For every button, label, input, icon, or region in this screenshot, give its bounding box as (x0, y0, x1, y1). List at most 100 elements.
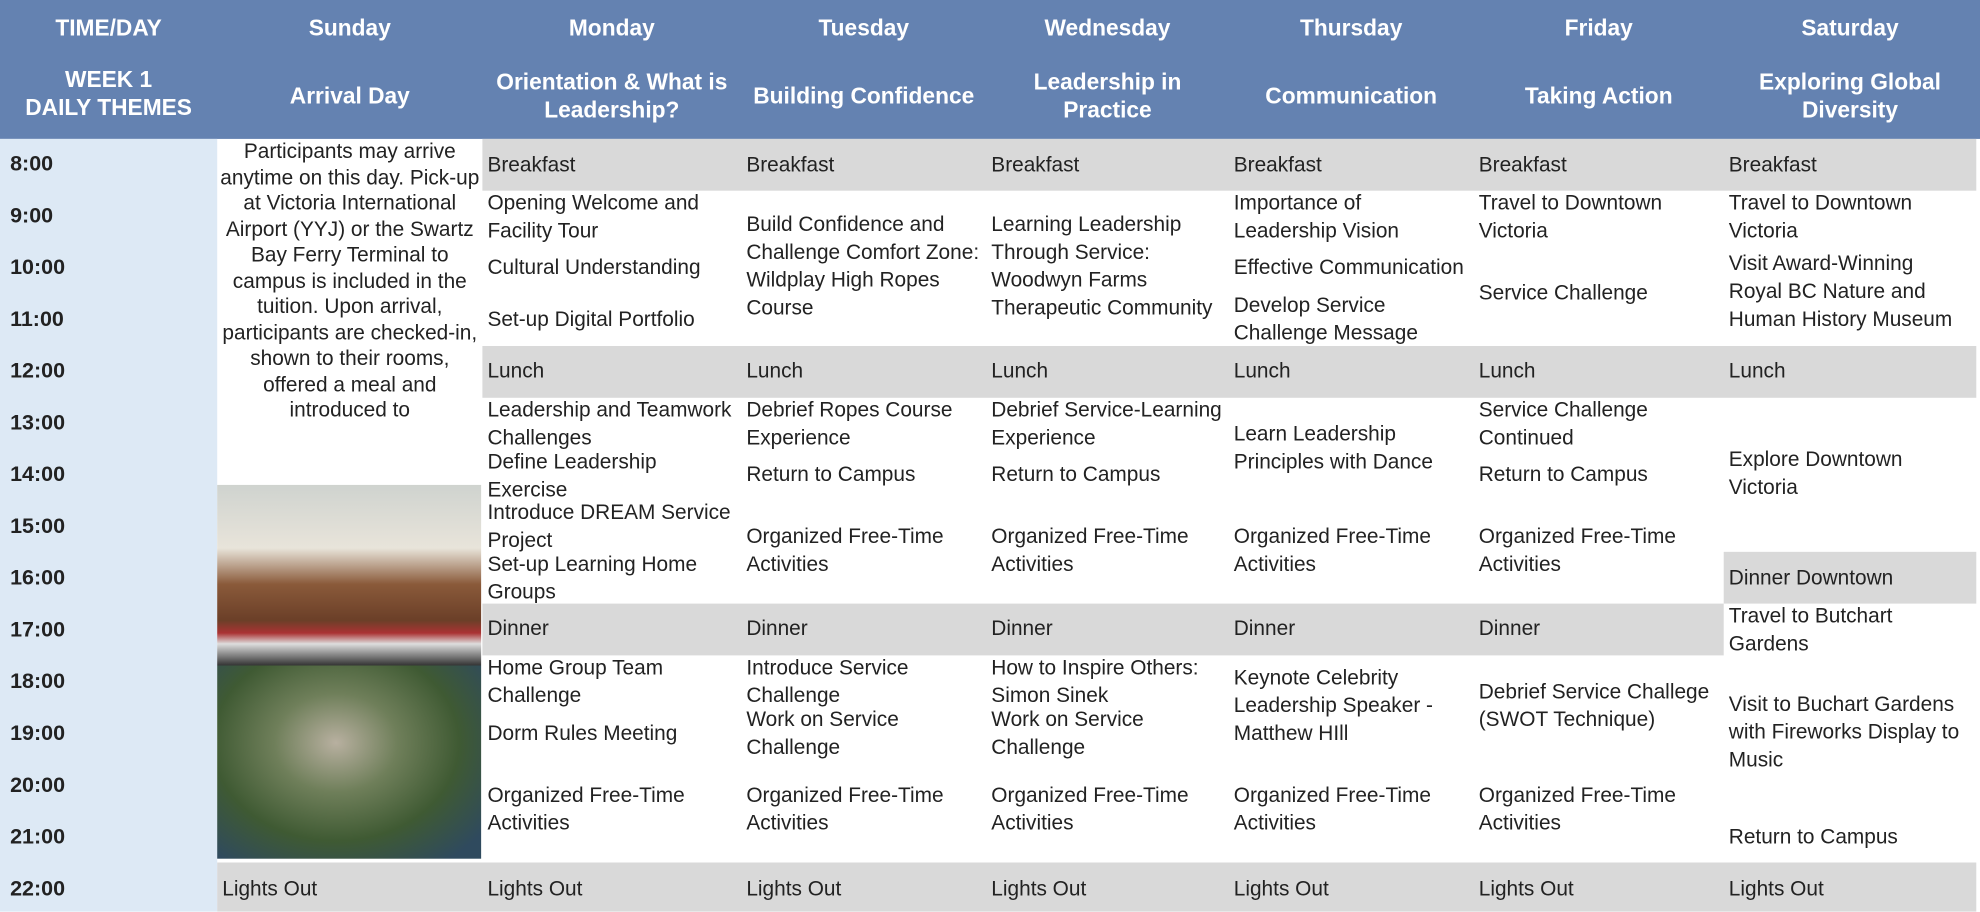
time-label: 19:00 (10, 721, 66, 746)
time-label: 9:00 (10, 203, 54, 228)
activity: Return to Campus (1478, 463, 1648, 487)
activity: Return to Campus (991, 463, 1161, 487)
campus-aerial-photo (217, 665, 482, 859)
time-label: 20:00 (10, 772, 66, 797)
time-label: 22:00 (10, 876, 66, 901)
activity: Effective Communication (1233, 256, 1464, 280)
activity: Lights Out (487, 877, 583, 901)
activity: Organized Free-Time Activities (487, 784, 685, 835)
activity: Travel to Butchart Gardens (1728, 604, 1893, 656)
activity: Set-up Learning Home Groups (487, 553, 698, 604)
activity: Define Leadership Exercise (487, 450, 657, 502)
activity: Lights Out (1233, 877, 1329, 901)
activity: Leadership and Teamwork Challenges (487, 399, 732, 450)
activity: Visit to Buchart Gardens with Fireworks … (1728, 693, 1960, 772)
activity: Lunch (487, 359, 545, 383)
activity: Breakfast (487, 154, 576, 177)
time-label: 13:00 (10, 410, 66, 435)
breakfast-band (482, 138, 1977, 191)
activity: Explore Downtown Victoria (1728, 448, 1903, 499)
activity: Keynote Celebrity Leadership Speaker - M… (1233, 666, 1433, 746)
activity: Lunch (1728, 359, 1786, 383)
activity: Cultural Understanding (487, 256, 701, 280)
activity: Set-up Digital Portfolio (487, 308, 695, 331)
day-header: Sunday (308, 15, 391, 41)
sunday-lights-out: Lights Out (222, 877, 318, 901)
time-label: 12:00 (10, 358, 66, 383)
activity: Return to Campus (1728, 825, 1898, 849)
activity: Introduce DREAM Service Project (487, 501, 731, 552)
day-header: Saturday (1801, 15, 1899, 41)
time-label: 11:00 (10, 306, 64, 331)
lunch-band (482, 346, 1977, 398)
activity: Debrief Service-Learning Experience (991, 399, 1222, 450)
dinner-downtown-band (1723, 551, 1977, 604)
activity: Visit Award-Winning Royal BC Nature and … (1728, 252, 1953, 331)
day-theme: Building Confidence (753, 83, 975, 109)
day-theme: Communication (1265, 83, 1438, 109)
activity: Dinner Downtown (1728, 566, 1894, 590)
activity: Lunch (1478, 359, 1536, 383)
activity: Lunch (1233, 359, 1291, 383)
activity: Lights Out (991, 877, 1087, 901)
activity: Service Challenge Continued (1478, 399, 1648, 450)
time-label: 10:00 (10, 255, 66, 280)
activity: Importance of Leadership Vision (1233, 191, 1400, 243)
activity: Organized Free-Time Activities (746, 784, 944, 835)
day-header: Thursday (1300, 15, 1403, 41)
week-label: WEEK 1 (65, 66, 153, 93)
dinner-band (482, 603, 1724, 656)
day-theme: Arrival Day (289, 83, 410, 109)
dorm-room-photo (217, 484, 482, 666)
day-header: Wednesday (1044, 15, 1171, 41)
activity: How to Inspire Others: Simon Sinek (991, 656, 1199, 708)
activity: Organized Free-Time Activities (991, 784, 1189, 835)
time-column-background (0, 138, 218, 912)
day-header: Friday (1564, 15, 1633, 41)
header-background (0, 0, 1980, 139)
activity: Debrief Ropes Course Experience (746, 399, 953, 450)
activity: Organized Free-Time Activities (1233, 784, 1431, 835)
activity: Dinner (746, 617, 808, 641)
time-day-header: TIME/DAY (55, 15, 162, 41)
activity: Organized Free-Time Activities (1478, 784, 1676, 835)
activity: Lights Out (1728, 877, 1824, 901)
activity: Breakfast (1478, 154, 1567, 177)
activity: Breakfast (991, 154, 1080, 177)
time-label: 17:00 (10, 617, 66, 642)
time-label: 21:00 (10, 824, 66, 849)
activity: Dinner (1478, 617, 1541, 641)
activity: Home Group Team Challenge (487, 656, 664, 708)
activity: Breakfast (746, 154, 835, 177)
activity: Lights Out (1478, 877, 1574, 901)
activity: Lunch (991, 359, 1049, 383)
activity: Service Challenge (1478, 281, 1648, 305)
time-label: 8:00 (10, 151, 54, 176)
activity: Breakfast (1233, 154, 1322, 177)
activity: Breakfast (1728, 154, 1817, 177)
activity: Travel to Downtown Victoria (1478, 191, 1663, 243)
activity: Dinner (1233, 617, 1296, 641)
activity: Lunch (746, 359, 804, 383)
activity: Organized Free-Time Activities (746, 525, 944, 576)
day-header: Tuesday (818, 15, 910, 41)
activity: Learn Leadership Principles with Dance (1233, 423, 1433, 474)
lights-out-band (217, 862, 1977, 912)
day-theme: Exploring Global Diversity (1759, 69, 1941, 123)
activity: Debrief Service Challege (SWOT Technique… (1478, 680, 1710, 732)
activity: Work on Service Challenge (746, 708, 899, 759)
day-theme: Orientation & What is Leadership? (496, 69, 728, 123)
activity: Dinner (991, 617, 1053, 641)
activity: Introduce Service Challenge (746, 656, 909, 708)
day-theme: Taking Action (1524, 83, 1673, 109)
day-theme: Leadership in Practice (1033, 69, 1182, 123)
activity: Lights Out (746, 877, 842, 901)
activity: Build Confidence and Challenge Comfort Z… (746, 213, 980, 320)
activity: Organized Free-Time Activities (1478, 525, 1676, 576)
time-label: 16:00 (10, 565, 66, 590)
activity: Work on Service Challenge (991, 708, 1144, 759)
time-label: 14:00 (10, 462, 66, 487)
activity: Develop Service Challenge Message (1233, 294, 1418, 345)
activity: Return to Campus (746, 463, 916, 487)
